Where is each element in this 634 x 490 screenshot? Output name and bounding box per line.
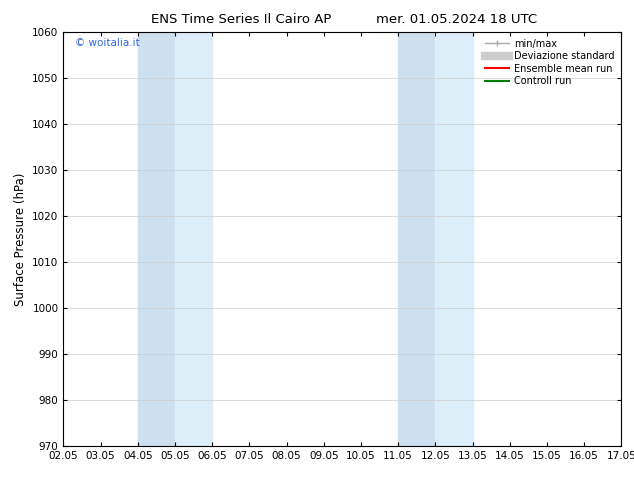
Bar [138,32,175,446]
Text: mer. 01.05.2024 18 UTC: mer. 01.05.2024 18 UTC [376,13,537,26]
Bar [175,32,212,446]
Bar [398,32,436,446]
Legend: min/max, Deviazione standard, Ensemble mean run, Controll run: min/max, Deviazione standard, Ensemble m… [483,37,616,88]
Y-axis label: Surface Pressure (hPa): Surface Pressure (hPa) [14,172,27,306]
Text: © woitalia.it: © woitalia.it [75,38,139,48]
Text: ENS Time Series Il Cairo AP: ENS Time Series Il Cairo AP [151,13,331,26]
Bar [436,32,472,446]
